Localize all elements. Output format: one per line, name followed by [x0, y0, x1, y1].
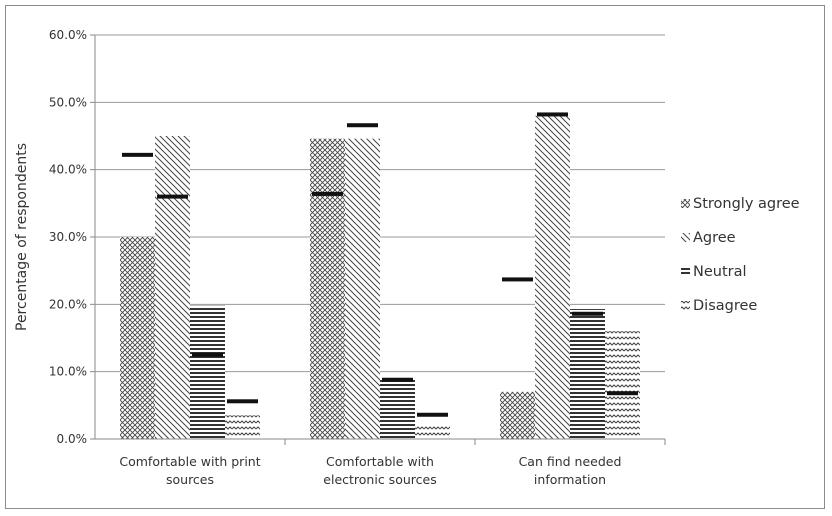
marker-line [122, 152, 153, 157]
marker-line [502, 277, 533, 282]
bar-crosshatch [500, 391, 535, 439]
marker-line [417, 412, 448, 417]
y-tick-label: 30.0% [49, 230, 87, 244]
legend-label: Strongly agree [693, 196, 800, 212]
bar-zigzag [605, 331, 640, 439]
bar-crosshatch [310, 138, 345, 439]
legend-swatch-horizontal [681, 267, 690, 276]
bar-zigzag [415, 425, 450, 439]
bar-diagonal [155, 136, 190, 439]
marker-line [347, 123, 378, 128]
y-tick-label: 40.0% [49, 163, 87, 177]
marker-line [572, 311, 603, 316]
bar-horizontal [380, 379, 415, 439]
bar-zigzag [225, 415, 260, 439]
category-label: sources [166, 472, 214, 487]
legend: Strongly agree Agree Neutral Disagree [681, 196, 800, 314]
category-label: information [534, 472, 606, 487]
legend-label: Disagree [693, 298, 757, 314]
bar-diagonal [345, 138, 380, 439]
marker-line [312, 191, 343, 196]
bar-horizontal [570, 309, 605, 439]
marker-line [192, 352, 223, 357]
y-tick-label: 10.0% [49, 365, 87, 379]
marker-line [157, 194, 188, 199]
y-tick-label: 0.0% [57, 432, 88, 446]
bars [120, 115, 640, 440]
category-label: electronic sources [323, 472, 436, 487]
marker-line [537, 112, 568, 117]
marker-line [227, 399, 258, 404]
y-tick-label: 60.0% [49, 28, 87, 42]
y-tick-label: 50.0% [49, 95, 87, 109]
bar-crosshatch [120, 237, 155, 439]
category-label: Comfortable with [326, 454, 434, 469]
bar-diagonal [535, 115, 570, 440]
y-tick-label: 20.0% [49, 297, 87, 311]
bar-horizontal [190, 305, 225, 439]
marker-line [382, 377, 413, 382]
labels: 0.0% 10.0% 20.0% 30.0% 40.0% 50.0% 60.0% Percen… [14, 28, 621, 487]
legend-label: Neutral [693, 264, 747, 280]
category-label: Comfortable with print [119, 454, 260, 469]
legend-swatch-zigzag [681, 301, 690, 310]
legend-label: Agree [693, 230, 736, 246]
legend-swatch-crosshatch [681, 199, 690, 208]
markers [122, 112, 638, 417]
legend-swatch-diagonal [681, 233, 690, 242]
axes [90, 34, 666, 445]
y-axis-label: Percentage of respondents [14, 143, 30, 331]
category-label: Can find needed [519, 454, 622, 469]
marker-line [607, 391, 638, 396]
